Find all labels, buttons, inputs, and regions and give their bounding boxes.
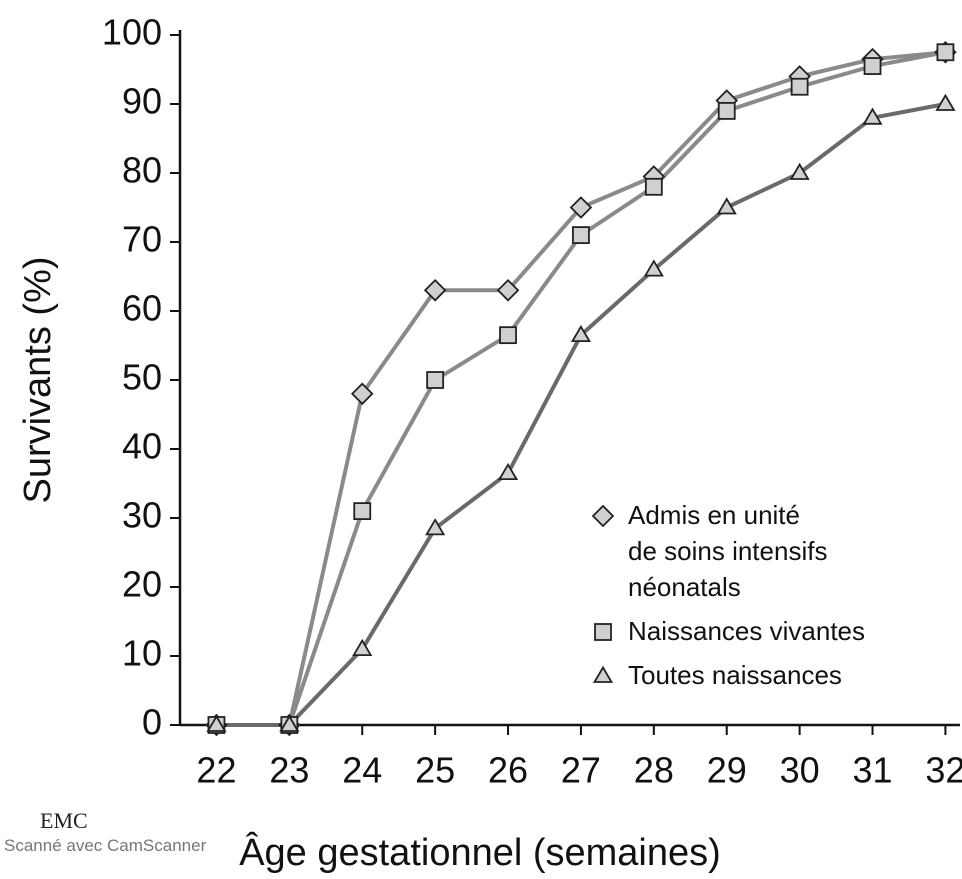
x-tick-label: 31 bbox=[852, 750, 892, 791]
x-tick-label: 32 bbox=[925, 750, 962, 791]
marker bbox=[936, 43, 955, 62]
legend-label: Toutes naissances bbox=[628, 660, 842, 690]
marker bbox=[644, 177, 663, 196]
x-tick-label: 30 bbox=[780, 750, 820, 791]
y-tick-label: 70 bbox=[122, 219, 162, 260]
marker bbox=[423, 279, 447, 302]
legend-icon bbox=[591, 504, 615, 528]
marker bbox=[350, 382, 374, 406]
y-tick-label: 50 bbox=[122, 357, 162, 398]
legend-entry: Admis en unité de soins intensifs néonat… bbox=[588, 497, 865, 605]
marker bbox=[862, 107, 883, 125]
marker bbox=[570, 324, 592, 343]
marker bbox=[935, 93, 956, 111]
y-tick-label: 40 bbox=[122, 426, 162, 467]
marker bbox=[863, 57, 882, 75]
marker bbox=[643, 259, 664, 277]
x-tick-label: 27 bbox=[561, 750, 601, 791]
marker bbox=[789, 162, 810, 180]
marker bbox=[591, 504, 615, 528]
y-tick-label: 20 bbox=[122, 564, 162, 605]
x-tick-label: 29 bbox=[707, 750, 747, 791]
marker bbox=[353, 502, 372, 521]
legend-entry: Toutes naissances bbox=[588, 657, 865, 693]
marker bbox=[426, 371, 445, 389]
marker bbox=[572, 226, 590, 245]
y-tick-label: 10 bbox=[122, 633, 162, 674]
marker bbox=[594, 623, 612, 641]
x-tick-label: 26 bbox=[488, 750, 528, 791]
y-tick-label: 90 bbox=[122, 81, 162, 122]
y-tick-label: 80 bbox=[122, 150, 162, 191]
legend-label: Admis en unité de soins intensifs néonat… bbox=[628, 500, 828, 602]
marker bbox=[425, 518, 446, 536]
legend: Admis en unité de soins intensifs néonat… bbox=[588, 497, 865, 701]
y-tick-label: 30 bbox=[122, 495, 162, 536]
legend-icon bbox=[594, 623, 612, 641]
marker bbox=[352, 638, 373, 656]
x-tick-label: 28 bbox=[634, 750, 674, 791]
marker bbox=[569, 196, 593, 219]
marker bbox=[717, 102, 736, 120]
legend-entry: Naissances vivantes bbox=[588, 613, 865, 649]
marker bbox=[496, 279, 520, 302]
y-tick-label: 100 bbox=[102, 12, 162, 53]
logo: EMC bbox=[40, 808, 88, 833]
marker bbox=[790, 77, 809, 96]
y-tick-label: 0 bbox=[142, 702, 162, 743]
x-axis-label: Âge gestationnel (semaines) bbox=[239, 831, 721, 874]
y-axis-label: Survivants (%) bbox=[17, 256, 59, 503]
marker bbox=[279, 714, 300, 732]
y-tick-label: 60 bbox=[122, 288, 162, 329]
marker bbox=[592, 665, 614, 683]
marker bbox=[497, 462, 519, 481]
marker bbox=[716, 197, 737, 215]
marker bbox=[206, 714, 227, 732]
watermark: Scanné avec CamScanner bbox=[4, 836, 207, 855]
legend-label: Naissances vivantes bbox=[628, 616, 865, 646]
x-tick-label: 23 bbox=[269, 750, 309, 791]
marker bbox=[499, 326, 517, 345]
x-tick-label: 22 bbox=[196, 750, 236, 791]
x-tick-label: 25 bbox=[415, 750, 455, 791]
legend-icon bbox=[592, 665, 614, 683]
x-tick-label: 24 bbox=[342, 750, 382, 791]
